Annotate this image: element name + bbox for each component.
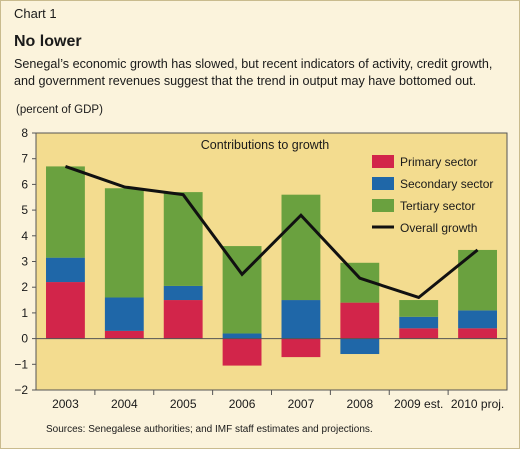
bar-tertiary	[281, 194, 321, 301]
legend-swatch-tertiary	[372, 199, 394, 212]
x-tick-label: 2006	[229, 397, 256, 411]
x-tick-label: 2005	[170, 397, 197, 411]
y-tick-label: 8	[21, 126, 28, 140]
legend-label-tertiary: Tertiary sector	[400, 199, 475, 213]
legend: Primary sector Secondary sector Tertiary s…	[372, 155, 493, 235]
x-tick-label: 2004	[111, 397, 138, 411]
bar-primary	[458, 328, 497, 339]
plot-border	[35, 132, 508, 391]
y-tick-label: 6	[21, 177, 28, 191]
bar-tertiary	[399, 300, 439, 317]
bar-primary	[340, 302, 380, 339]
bars-group	[46, 166, 497, 366]
y-tick-label: 7	[21, 152, 28, 166]
chart-inner-title: Contributions to growth	[201, 138, 330, 152]
chart-headline: No lower	[14, 33, 82, 50]
bar-tertiary	[46, 166, 85, 258]
y-tick-label: −2	[14, 383, 28, 397]
bar-secondary	[458, 310, 497, 329]
bar-tertiary	[104, 188, 144, 298]
x-tick-label: 2007	[288, 397, 315, 411]
bar-secondary	[46, 257, 85, 283]
y-tick-label: 2	[21, 280, 28, 294]
legend-swatch-primary	[372, 155, 394, 168]
legend-label-primary: Primary sector	[400, 155, 477, 169]
chart-number-label: Chart 1	[14, 6, 57, 21]
overall-growth-line	[64, 164, 479, 300]
y-tick-label: 5	[21, 203, 28, 217]
bar-secondary	[104, 297, 144, 331]
x-tick-label: 2003	[52, 397, 79, 411]
y-tick-label: 1	[21, 306, 28, 320]
x-tick-label: 2008	[346, 397, 373, 411]
y-tick-label: 0	[21, 332, 28, 346]
bar-secondary	[222, 333, 262, 339]
bar-secondary	[281, 300, 321, 339]
x-axis: 2003 2004 2005 2006 2007 2008 2009 est. 2010 pr…	[52, 390, 504, 411]
y-tick-label: 4	[21, 229, 28, 243]
source-note: Sources: Senegalese authorities; and IMF…	[46, 424, 373, 435]
bar-secondary	[399, 316, 439, 329]
chart-subtitle: Senegal’s economic growth has slowed, bu…	[14, 57, 493, 88]
legend-label-overall: Overall growth	[400, 221, 477, 235]
bar-tertiary	[163, 192, 203, 286]
legend-swatch-secondary	[372, 177, 394, 190]
x-tick-label: 2009 est.	[394, 397, 443, 411]
y-tick-label: 3	[21, 255, 28, 269]
bar-secondary	[163, 285, 203, 301]
y-axis: −2 −1 0 1 2 3 4 5 6 7 8	[14, 126, 36, 397]
y-tick-label: −1	[14, 357, 28, 371]
bar-primary	[104, 330, 144, 339]
y-axis-unit-label: (percent of GDP)	[16, 104, 103, 116]
bar-primary	[399, 328, 439, 339]
bar-secondary	[340, 338, 380, 355]
bar-primary	[46, 282, 85, 339]
legend-label-secondary: Secondary sector	[400, 177, 493, 191]
x-tick-label: 2010 proj.	[451, 397, 504, 411]
bar-primary	[281, 338, 321, 358]
bar-primary	[222, 338, 262, 366]
bar-primary	[163, 300, 203, 339]
